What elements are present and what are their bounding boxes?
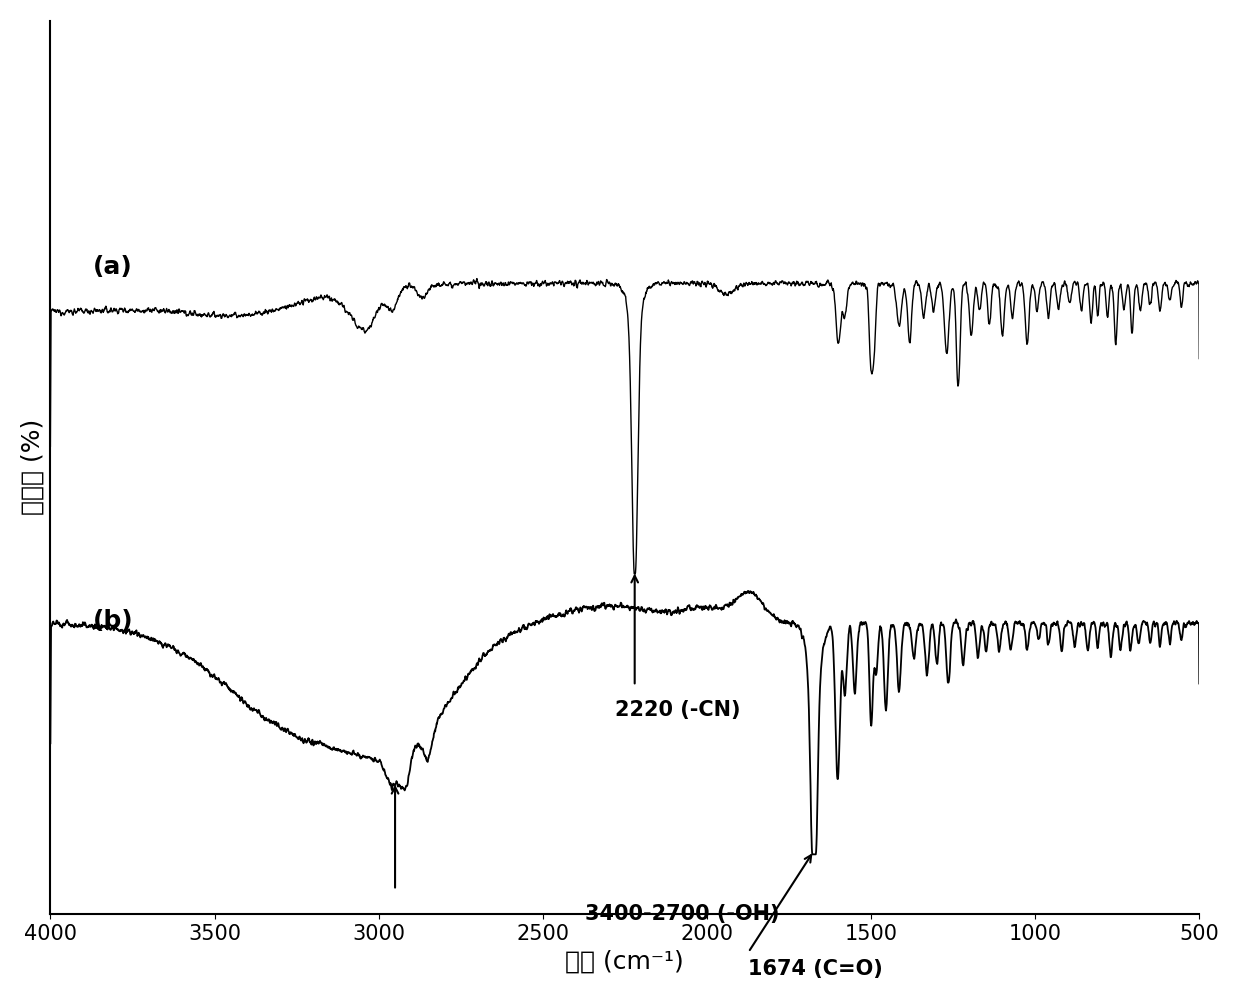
Text: 2220 (-CN): 2220 (-CN) [615, 700, 740, 721]
Y-axis label: 透过率 (%): 透过率 (%) [21, 419, 45, 516]
Text: (b): (b) [93, 609, 134, 633]
X-axis label: 波数 (cm⁻¹): 波数 (cm⁻¹) [565, 949, 684, 973]
Text: 3400-2700 (-OH): 3400-2700 (-OH) [585, 905, 780, 924]
Text: (a): (a) [93, 255, 133, 279]
Text: 1674 (C=O): 1674 (C=O) [748, 959, 883, 979]
